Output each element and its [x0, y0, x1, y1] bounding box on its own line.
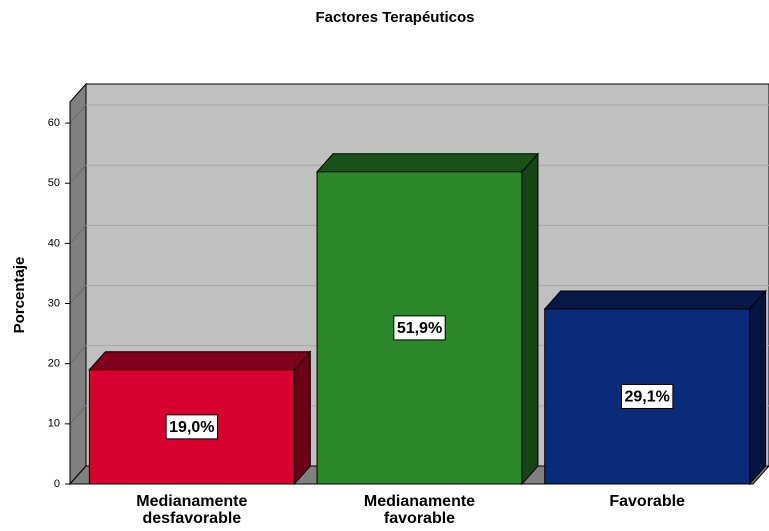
grid-line: [69, 164, 87, 184]
y-tick-label: 10: [48, 418, 60, 430]
grid-line: [69, 405, 87, 425]
y-tick-label: 50: [48, 177, 60, 189]
bar-side: [293, 350, 311, 486]
side-wall: [69, 82, 87, 486]
value-label-box: [620, 383, 674, 409]
y-tick-label: 40: [48, 237, 60, 249]
value-label-box: [165, 414, 219, 440]
value-label-box: [393, 315, 446, 341]
y-tick-label: 0: [54, 478, 60, 490]
bar: [88, 350, 312, 486]
value-label: 19,0%: [169, 419, 214, 436]
bar-side: [521, 152, 539, 486]
x-tick-label: Favorable: [609, 493, 685, 510]
chart-title: Factores Terapéuticos: [316, 9, 475, 26]
x-tick-label: Medianamente desfavorable: [136, 493, 247, 527]
y-tick-label: 20: [48, 358, 60, 370]
bar-top: [315, 153, 540, 173]
bar-side: [749, 289, 767, 486]
value-label: 29,1%: [624, 389, 669, 406]
bar-top: [543, 290, 767, 310]
value-label: 51,9%: [397, 320, 442, 337]
y-tick-label: 60: [48, 117, 60, 129]
x-tick-label: Medianamente favorable: [364, 493, 475, 527]
grid-line: [69, 345, 87, 365]
y-axis-label: Porcentaje: [11, 257, 28, 334]
grid-line: [69, 225, 87, 244]
grid-line: [69, 285, 87, 304]
bar-top: [88, 351, 312, 371]
grid-line: [69, 104, 87, 124]
y-tick-label: 30: [48, 297, 60, 309]
